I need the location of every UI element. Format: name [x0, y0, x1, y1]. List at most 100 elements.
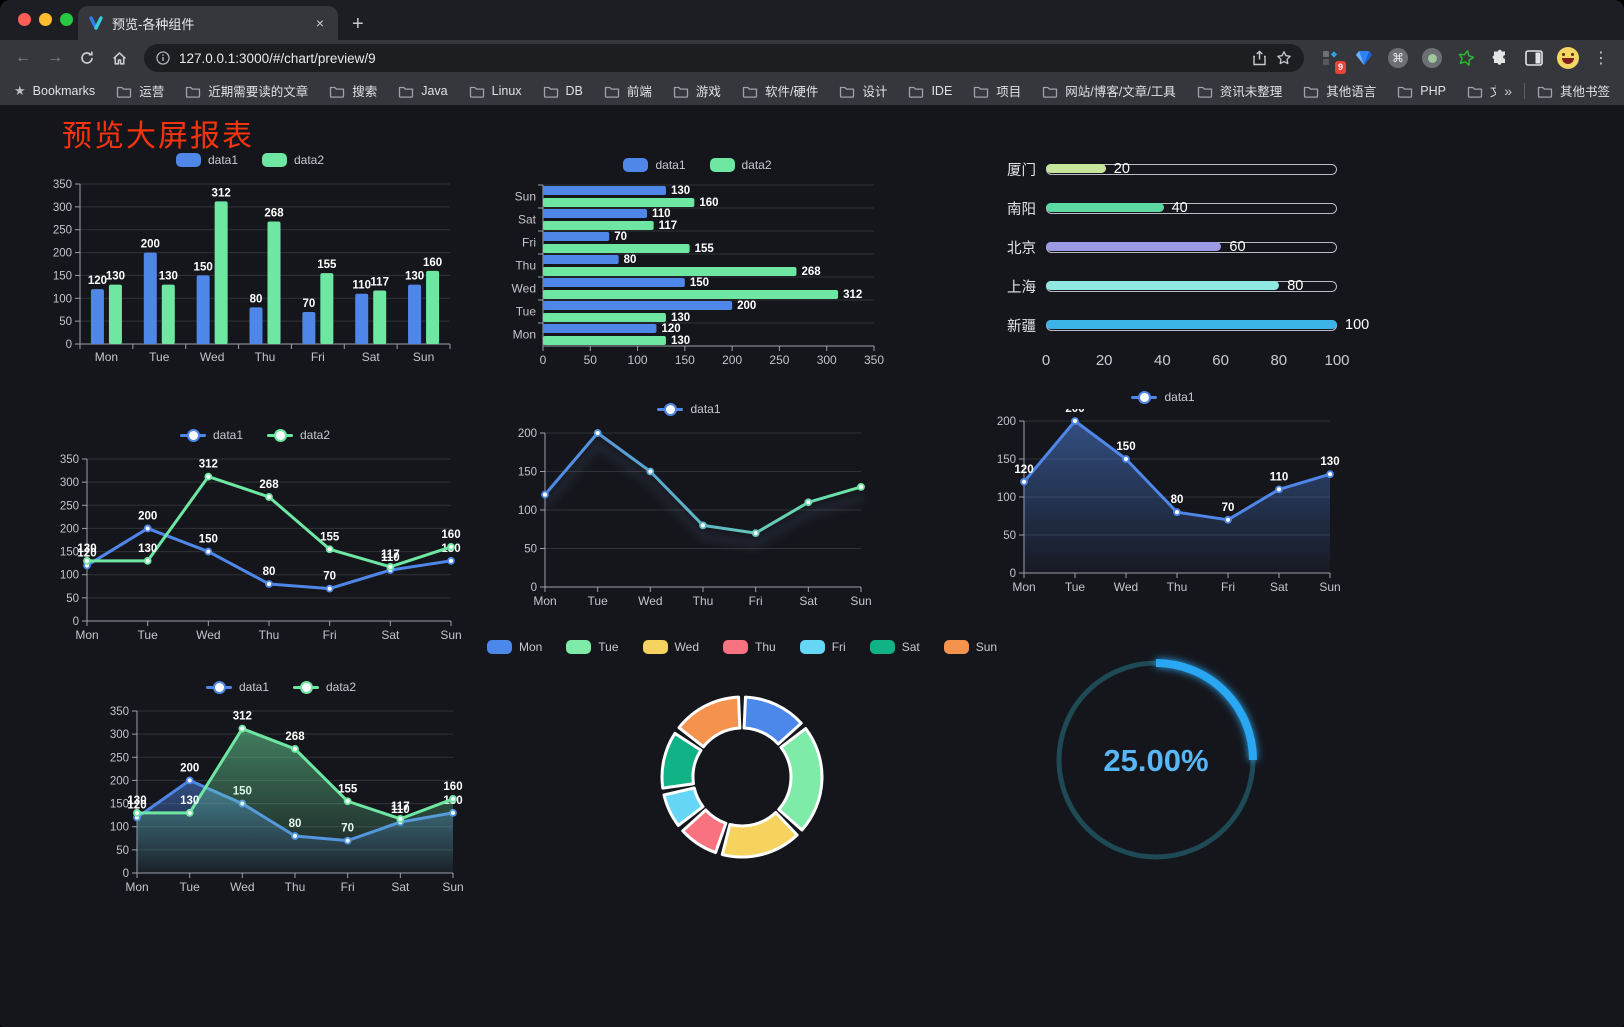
- bookmark-folder[interactable]: 近期需要读的文章: [185, 81, 308, 100]
- legend-item-data2[interactable]: data2: [293, 680, 356, 694]
- bar-data2-Fri[interactable]: [320, 273, 334, 344]
- data-point[interactable]: [1122, 455, 1130, 463]
- bar-data2-Sun[interactable]: [543, 198, 695, 207]
- data-point[interactable]: [143, 524, 152, 533]
- data-point[interactable]: [396, 814, 405, 823]
- bar-data2-Tue[interactable]: [543, 313, 666, 322]
- bookmark-folder[interactable]: 运营: [116, 81, 164, 100]
- bookmark-folder[interactable]: 前端: [604, 81, 652, 100]
- browser-tab[interactable]: 预览-各种组件 ×: [78, 6, 338, 40]
- legend-item-data2[interactable]: data2: [267, 428, 330, 442]
- bookmarks-manager[interactable]: ★ Bookmarks: [14, 83, 95, 99]
- bookmark-folder[interactable]: 设计: [839, 81, 887, 100]
- data-point[interactable]: [593, 429, 602, 437]
- bar-data2-Mon[interactable]: [108, 284, 122, 344]
- bar-data1-Tue[interactable]: [143, 252, 157, 344]
- bar-data1-Thu[interactable]: [249, 307, 263, 344]
- bookmark-folder[interactable]: 项目: [973, 81, 1021, 100]
- legend-item-Sat[interactable]: Sat: [869, 640, 920, 654]
- extension-record-icon[interactable]: [1418, 45, 1446, 71]
- legend-item-data2[interactable]: data2: [709, 158, 772, 172]
- bar-data1-Sun[interactable]: [543, 186, 666, 195]
- legend-item-Sun[interactable]: Sun: [943, 640, 997, 654]
- data-point[interactable]: [83, 556, 91, 565]
- pie-slice-Fri[interactable]: [662, 786, 705, 827]
- menu-icon[interactable]: ⋮: [1593, 50, 1609, 67]
- data-point[interactable]: [204, 547, 213, 556]
- url-text[interactable]: 127.0.0.1:3000/#/chart/preview/9: [179, 50, 376, 66]
- minimize-window-button[interactable]: [39, 13, 52, 26]
- forward-button[interactable]: →: [47, 49, 63, 66]
- data-point[interactable]: [238, 724, 247, 733]
- close-window-button[interactable]: [18, 13, 31, 26]
- bookmark-folder[interactable]: Linux: [469, 84, 522, 98]
- bar-data1-Sat[interactable]: [543, 209, 648, 218]
- new-tab-button[interactable]: +: [352, 13, 364, 35]
- address-bar[interactable]: 127.0.0.1:3000/#/chart/preview/9: [144, 44, 1304, 72]
- legend-item-Thu[interactable]: Thu: [723, 640, 776, 654]
- site-info-icon[interactable]: [156, 51, 170, 65]
- bar-data1-Mon[interactable]: [543, 324, 657, 333]
- legend-item-data1[interactable]: data1: [623, 158, 686, 172]
- bookmark-folder[interactable]: 软件/硬件: [742, 81, 818, 100]
- pie-slice-Wed[interactable]: [720, 811, 799, 859]
- bar-data1-Thu[interactable]: [543, 255, 619, 264]
- legend-item-data1[interactable]: data1: [175, 153, 238, 167]
- legend-item-Tue[interactable]: Tue: [566, 640, 619, 654]
- data-point[interactable]: [343, 797, 352, 806]
- extension-command-icon[interactable]: ⌘: [1384, 45, 1412, 71]
- data-point[interactable]: [1020, 477, 1028, 486]
- data-point[interactable]: [699, 521, 707, 530]
- bar-data2-Thu[interactable]: [543, 267, 797, 276]
- extension-grid-icon[interactable]: 9: [1316, 45, 1346, 74]
- data-point[interactable]: [646, 467, 655, 476]
- data-point[interactable]: [185, 776, 194, 785]
- profile-avatar[interactable]: [1554, 45, 1582, 71]
- data-point[interactable]: [1275, 485, 1283, 494]
- data-point[interactable]: [133, 808, 141, 817]
- bar-data1-Wed[interactable]: [196, 275, 210, 344]
- bar-data1-Mon[interactable]: [90, 289, 104, 344]
- legend-item-Mon[interactable]: Mon: [486, 640, 542, 654]
- bookmark-folder[interactable]: 搜索: [329, 81, 377, 100]
- data-point[interactable]: [265, 580, 273, 588]
- data-point[interactable]: [386, 562, 395, 571]
- bar-data2-Tue[interactable]: [161, 284, 175, 344]
- bookmark-folder[interactable]: PHP: [1397, 84, 1446, 98]
- bookmark-folder[interactable]: 其他语言: [1303, 81, 1376, 100]
- data-point[interactable]: [447, 556, 455, 565]
- data-point[interactable]: [291, 745, 299, 753]
- series-line-data1[interactable]: [543, 431, 863, 535]
- bookmarks-overflow-icon[interactable]: »: [1504, 82, 1512, 99]
- tab-close-icon[interactable]: ×: [315, 15, 324, 31]
- data-point[interactable]: [857, 483, 865, 491]
- legend-item-data1[interactable]: data1: [657, 402, 721, 416]
- data-point[interactable]: [449, 795, 457, 803]
- extension-gem-icon[interactable]: [1350, 45, 1378, 71]
- bar-data1-Sun[interactable]: [408, 284, 422, 344]
- legend-item-data1[interactable]: data1: [179, 428, 243, 442]
- bookmark-folder[interactable]: Java: [398, 84, 448, 98]
- bookmark-folder[interactable]: 文件服务器: [1467, 81, 1496, 100]
- bar-data2-Mon[interactable]: [543, 336, 666, 345]
- pie-slice-Sat[interactable]: [660, 731, 703, 790]
- data-point[interactable]: [541, 490, 549, 499]
- data-point[interactable]: [325, 545, 334, 554]
- data-point[interactable]: [143, 556, 152, 565]
- legend-item-data2[interactable]: data2: [262, 153, 324, 167]
- pie-slice-Mon[interactable]: [742, 695, 803, 746]
- bookmark-folder[interactable]: 网站/博客/文章/工具: [1042, 81, 1176, 100]
- bookmark-folder[interactable]: 资讯未整理: [1197, 81, 1282, 100]
- legend-item-Fri[interactable]: Fri: [799, 640, 846, 654]
- bar-data1-Wed[interactable]: [543, 278, 685, 287]
- bar-data2-Thu[interactable]: [267, 221, 281, 344]
- data-point[interactable]: [204, 472, 213, 481]
- bookmark-folder[interactable]: IDE: [908, 84, 952, 98]
- data-point[interactable]: [1224, 515, 1232, 524]
- pie-slice-Tue[interactable]: [777, 727, 824, 832]
- pie-slice-Sun[interactable]: [677, 695, 742, 749]
- sidebar-toggle-icon[interactable]: [1520, 45, 1548, 71]
- legend-item-Wed[interactable]: Wed: [642, 640, 699, 654]
- data-point[interactable]: [804, 498, 813, 507]
- bar-data1-Fri[interactable]: [302, 312, 316, 344]
